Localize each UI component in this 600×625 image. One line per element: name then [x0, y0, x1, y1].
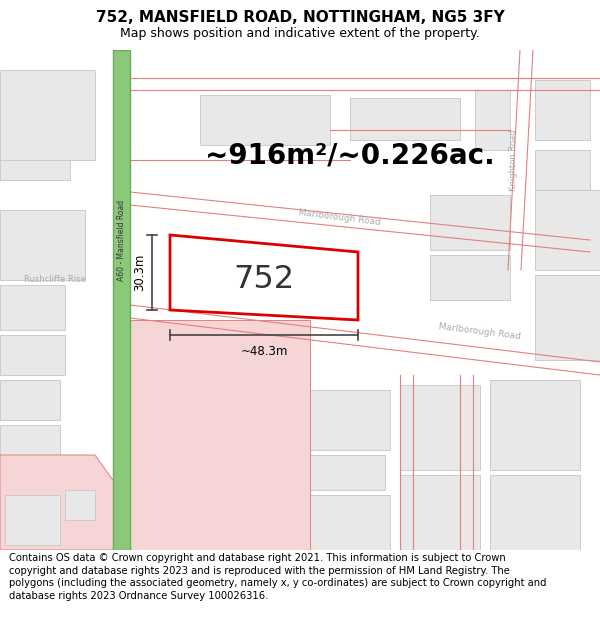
Polygon shape [0, 425, 60, 470]
Polygon shape [130, 320, 310, 550]
Polygon shape [310, 455, 385, 490]
Polygon shape [490, 380, 580, 470]
Text: Rushcliffe Rise: Rushcliffe Rise [24, 276, 86, 284]
Polygon shape [0, 285, 65, 330]
Polygon shape [0, 70, 95, 160]
Text: Knighton Road: Knighton Road [509, 129, 518, 191]
Text: Marlborough Road: Marlborough Road [298, 209, 382, 227]
Polygon shape [0, 455, 120, 550]
Polygon shape [310, 390, 390, 450]
Polygon shape [0, 160, 70, 180]
Polygon shape [535, 190, 600, 270]
Text: 752, MANSFIELD ROAD, NOTTINGHAM, NG5 3FY: 752, MANSFIELD ROAD, NOTTINGHAM, NG5 3FY [95, 10, 505, 25]
Polygon shape [0, 210, 85, 280]
Polygon shape [535, 150, 590, 190]
Text: 752: 752 [233, 264, 295, 295]
Polygon shape [430, 195, 510, 250]
Polygon shape [535, 80, 590, 140]
Text: ~916m²/~0.226ac.: ~916m²/~0.226ac. [205, 141, 495, 169]
Polygon shape [350, 98, 460, 140]
Text: ~48.3m: ~48.3m [241, 345, 287, 358]
Text: Contains OS data © Crown copyright and database right 2021. This information is : Contains OS data © Crown copyright and d… [9, 553, 547, 601]
Polygon shape [400, 475, 480, 550]
Polygon shape [170, 235, 358, 320]
Polygon shape [113, 50, 130, 550]
Polygon shape [535, 275, 600, 360]
Text: Marlborough Road: Marlborough Road [439, 322, 521, 341]
Polygon shape [0, 335, 65, 375]
Polygon shape [400, 385, 480, 470]
Polygon shape [490, 475, 580, 550]
Text: A60 - Mansfield Road: A60 - Mansfield Road [118, 199, 127, 281]
Text: 30.3m: 30.3m [133, 254, 146, 291]
Polygon shape [65, 490, 95, 520]
Polygon shape [5, 495, 60, 545]
Polygon shape [200, 95, 330, 145]
Polygon shape [430, 255, 510, 300]
Text: Map shows position and indicative extent of the property.: Map shows position and indicative extent… [120, 27, 480, 40]
Polygon shape [475, 90, 510, 150]
Polygon shape [310, 495, 390, 550]
Polygon shape [0, 380, 60, 420]
